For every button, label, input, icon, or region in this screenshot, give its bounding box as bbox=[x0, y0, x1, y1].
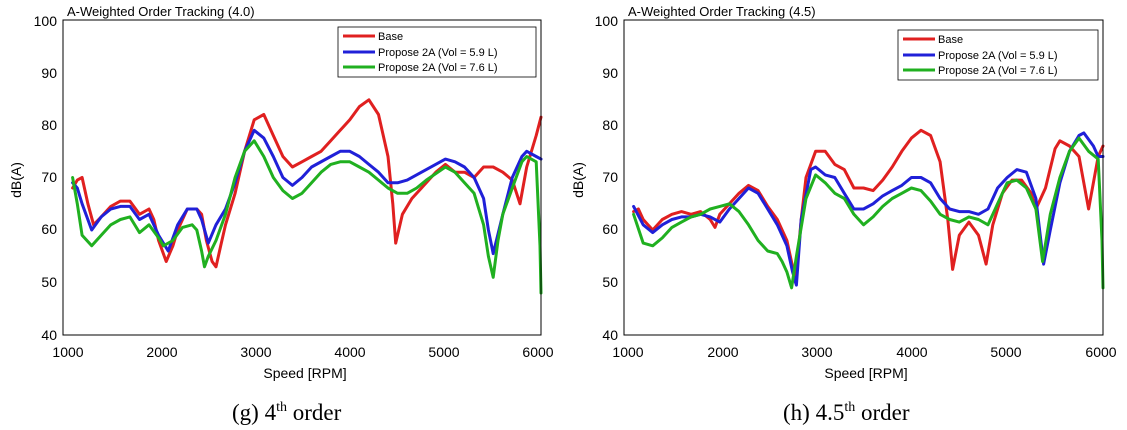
series-7.6L-line bbox=[632, 136, 1105, 290]
x-axis-label-g: Speed [RPM] bbox=[263, 365, 346, 381]
plot-frame-g bbox=[62, 19, 542, 336]
x-tick-label: 2000 bbox=[146, 344, 177, 360]
y-tick-label: 50 bbox=[41, 274, 57, 290]
series-5.9L-line bbox=[632, 131, 1105, 287]
legend-label: Propose 2A (Vol = 5.9 L) bbox=[938, 50, 1058, 62]
series-7.6L-line bbox=[71, 139, 543, 295]
legend-label: Propose 2A (Vol = 5.9 L) bbox=[378, 47, 498, 59]
legend-h: Base Propose 2A (Vol = 5.9 L) Propose 2A… bbox=[897, 29, 1099, 81]
x-tick-label: 4000 bbox=[334, 344, 365, 360]
x-axis-label-h: Speed [RPM] bbox=[824, 365, 907, 381]
y-tick-label: 40 bbox=[41, 327, 57, 343]
legend-label: Propose 2A (Vol = 7.6 L) bbox=[938, 65, 1058, 77]
y-tick-label: 50 bbox=[602, 274, 618, 290]
x-tick-label: 1000 bbox=[612, 344, 643, 360]
series-5.9L-line bbox=[71, 128, 543, 256]
y-tick-label: 40 bbox=[602, 327, 618, 343]
y-tick-label: 90 bbox=[41, 65, 57, 81]
plot-frame-h bbox=[623, 19, 1104, 336]
x-tick-label: 1000 bbox=[52, 344, 83, 360]
caption-g: (g) 4th order bbox=[232, 400, 342, 425]
legend-label: Propose 2A (Vol = 7.6 L) bbox=[378, 62, 498, 74]
x-tick-labels-g: 1000 2000 3000 4000 5000 6000 bbox=[52, 344, 553, 360]
y-axis-label-g: dB(A) bbox=[8, 162, 24, 198]
chart-panel-h: A-Weighted Order Tracking (4.5) 100 90 8… bbox=[570, 4, 1117, 425]
y-tick-label: 60 bbox=[41, 221, 57, 237]
x-tick-label: 5000 bbox=[428, 344, 459, 360]
chart-title-h: A-Weighted Order Tracking (4.5) bbox=[628, 4, 816, 19]
x-tick-labels-h: 1000 2000 3000 4000 5000 6000 bbox=[612, 344, 1116, 360]
x-tick-label: 2000 bbox=[707, 344, 738, 360]
y-tick-label: 100 bbox=[595, 13, 619, 29]
legend-label: Base bbox=[378, 31, 403, 43]
chart-panel-g: A-Weighted Order Tracking (4.0) 100 90 8… bbox=[8, 4, 554, 425]
y-tick-label: 100 bbox=[34, 13, 58, 29]
y-tick-labels-g: 100 90 80 70 60 50 40 bbox=[34, 13, 58, 343]
series-base-line bbox=[71, 98, 543, 269]
y-tick-labels-h: 100 90 80 70 60 50 40 bbox=[595, 13, 619, 343]
y-tick-label: 90 bbox=[602, 65, 618, 81]
y-tick-label: 80 bbox=[41, 117, 57, 133]
chart-title-g: A-Weighted Order Tracking (4.0) bbox=[67, 4, 255, 19]
y-axis-label-h: dB(A) bbox=[570, 162, 586, 198]
y-tick-label: 60 bbox=[602, 221, 618, 237]
y-tick-label: 80 bbox=[602, 117, 618, 133]
x-tick-label: 3000 bbox=[801, 344, 832, 360]
caption-h: (h) 4.5th order bbox=[783, 400, 910, 425]
x-tick-label: 6000 bbox=[1085, 344, 1116, 360]
x-tick-label: 3000 bbox=[240, 344, 271, 360]
legend-label: Base bbox=[938, 34, 963, 46]
legend-g: Base Propose 2A (Vol = 5.9 L) Propose 2A… bbox=[337, 26, 537, 78]
x-tick-label: 5000 bbox=[990, 344, 1021, 360]
x-tick-label: 6000 bbox=[522, 344, 553, 360]
series-lines-g bbox=[71, 98, 543, 295]
y-tick-label: 70 bbox=[602, 169, 618, 185]
y-tick-label: 70 bbox=[41, 169, 57, 185]
series-lines-h bbox=[632, 128, 1105, 290]
x-tick-label: 4000 bbox=[896, 344, 927, 360]
